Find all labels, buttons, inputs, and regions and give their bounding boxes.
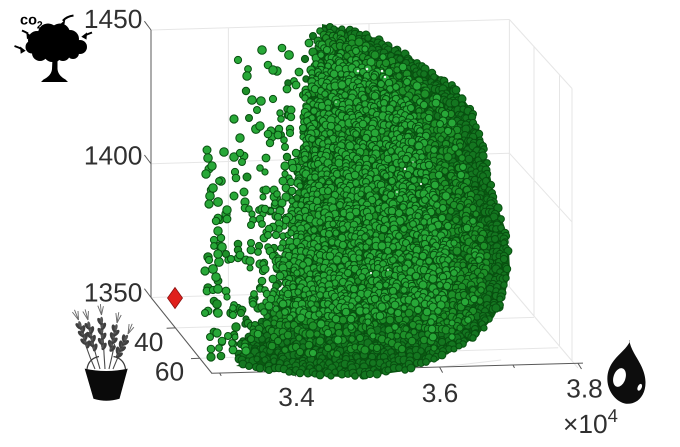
svg-text:3.6: 3.6 xyxy=(422,378,459,408)
svg-text:1400: 1400 xyxy=(84,140,143,170)
svg-text:×104: ×104 xyxy=(563,405,618,439)
svg-text:1450: 1450 xyxy=(84,4,143,34)
svg-text:1350: 1350 xyxy=(84,277,143,307)
svg-text:3.4: 3.4 xyxy=(278,382,315,412)
svg-text:40: 40 xyxy=(134,327,163,357)
svg-text:3.8: 3.8 xyxy=(566,374,603,404)
svg-text:60: 60 xyxy=(155,357,184,387)
